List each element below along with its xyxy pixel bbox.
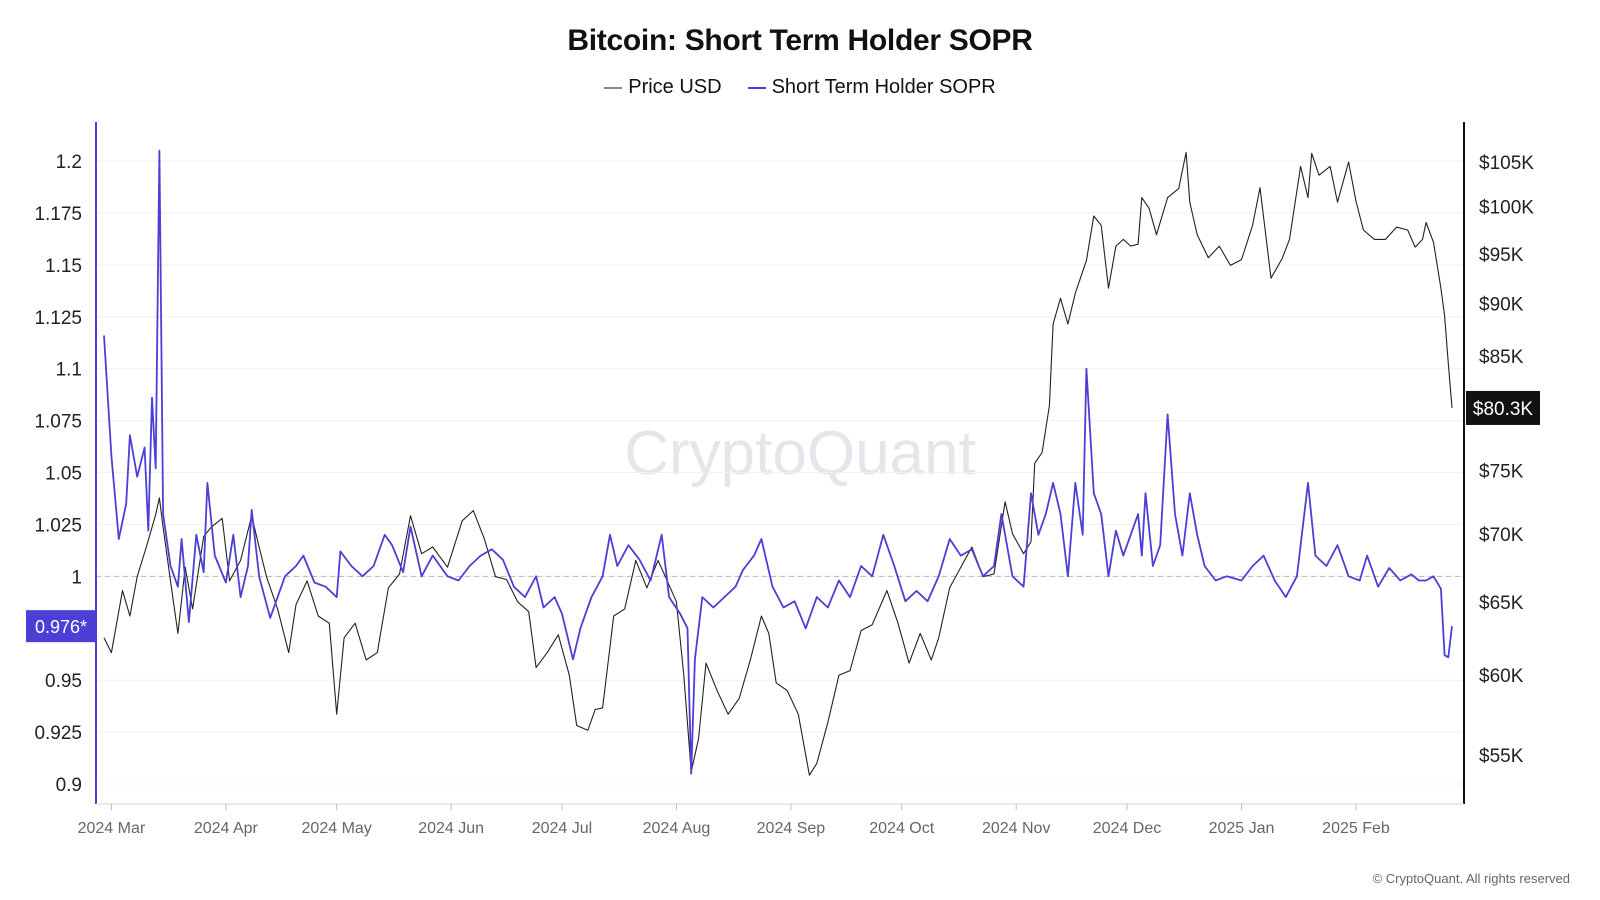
- x-tick-label: 2024 Oct: [869, 820, 934, 837]
- right-tick-label: $85K: [1479, 347, 1524, 368]
- x-tick-label: 2024 Jun: [418, 820, 484, 837]
- right-tick-label: $100K: [1479, 198, 1534, 219]
- legend-item-price[interactable]: Price USD: [604, 76, 722, 99]
- right-tick-label: $60K: [1479, 666, 1524, 687]
- x-tick-label: 2024 Dec: [1093, 820, 1162, 837]
- x-tick-label: 2024 Aug: [643, 820, 711, 837]
- grid-lines: [96, 160, 1464, 785]
- right-tick-label: $105K: [1479, 153, 1534, 174]
- left-tick-label: 0.9: [56, 775, 82, 796]
- x-tick-label: 2024 Sep: [757, 820, 826, 837]
- series-layer: [103, 149, 1453, 776]
- left-tick-label: 1: [71, 567, 82, 588]
- watermark: CryptoQuant: [624, 419, 976, 488]
- legend-label-price: Price USD: [628, 76, 722, 98]
- x-tick-label: 2024 Mar: [78, 820, 146, 837]
- x-tick-label: 2024 May: [302, 820, 372, 837]
- right-tick-label: $55K: [1479, 746, 1524, 767]
- series-line-sopr: [103, 149, 1453, 775]
- left-tick-label: 1.15: [45, 256, 82, 277]
- left-tick-label: 0.95: [45, 671, 82, 692]
- x-tick-label: 2025 Feb: [1322, 820, 1390, 837]
- current-price-value: $80.3K: [1473, 399, 1534, 420]
- right-tick-label: $95K: [1479, 245, 1524, 266]
- current-price-badge: [1466, 390, 1540, 425]
- right-tick-label: $65K: [1479, 593, 1524, 614]
- left-tick-label: 1.125: [34, 308, 82, 329]
- left-tick-label: 1.05: [45, 464, 82, 485]
- right-tick-label: $75K: [1479, 462, 1524, 483]
- left-tick-label: 1.1: [56, 360, 82, 381]
- left-tick-label: 1.2: [56, 152, 82, 173]
- legend-swatch-price: [604, 86, 623, 89]
- left-tick-label: 1.025: [34, 515, 82, 536]
- series-line-price-usd: [103, 151, 1453, 776]
- axis-labels: 1.2 1.175 1.15 1.125 1.1 1.075 1.05 1.025 1 0.95 0…: [26, 152, 1540, 837]
- x-tick-label: 2024 Jul: [532, 820, 593, 837]
- legend-label-sopr: Short Term Holder SOPR: [771, 76, 996, 98]
- x-tick-label: 2025 Jan: [1209, 820, 1275, 837]
- legend-swatch-sopr: [747, 86, 766, 89]
- left-tick-label: 1.175: [34, 204, 82, 225]
- axes: [95, 122, 1465, 810]
- right-tick-label: $70K: [1479, 525, 1524, 546]
- x-tick-label: 2024 Nov: [982, 820, 1051, 837]
- current-sopr-value: 0.976*: [35, 617, 87, 637]
- current-sopr-badge: [26, 610, 96, 643]
- x-tick-label: 2024 Apr: [194, 820, 259, 837]
- chart-title: Bitcoin: Short Term Holder SOPR: [567, 24, 1033, 57]
- copyright-footer: © CryptoQuant. All rights reserved: [1372, 871, 1570, 886]
- left-tick-label: 0.925: [34, 723, 82, 744]
- left-tick-label: 1.075: [34, 412, 82, 433]
- legend: Price USD Short Term Holder SOPR: [0, 76, 1600, 99]
- legend-item-sopr[interactable]: Short Term Holder SOPR: [747, 76, 996, 99]
- right-tick-label: $90K: [1479, 294, 1524, 315]
